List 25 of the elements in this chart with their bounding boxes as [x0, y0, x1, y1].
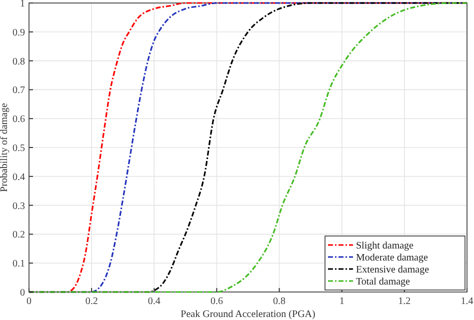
legend-label: Extensive damage [356, 264, 430, 276]
y-tick-label: 0.8 [12, 56, 25, 68]
x-tick-label: 1.4 [460, 296, 474, 307]
y-tick-label: 0.6 [12, 114, 25, 126]
x-axis-title: Peak Ground Acceleration (PGA) [180, 309, 316, 320]
x-tick-label: 0.6 [210, 296, 223, 307]
legend-label: Slight damage [356, 240, 414, 252]
legend-label: Total damage [356, 276, 411, 288]
y-tick-label: 0.2 [12, 230, 25, 241]
y-tick-label: 0.7 [12, 85, 25, 96]
y-axis-title: Probability of damage [0, 102, 10, 192]
y-tick-label: 0.9 [12, 27, 25, 38]
x-tick-label: 1 [339, 296, 344, 307]
y-tick-label: 0.5 [12, 143, 25, 154]
x-tick-label: 1.2 [398, 296, 411, 307]
y-tick-label: 0.4 [12, 172, 25, 183]
y-tick-label: 0 [20, 288, 25, 298]
line-series [28, 2, 468, 293]
y-tick-label: 1 [20, 0, 25, 10]
legend-label: Moderate damage [356, 252, 428, 264]
x-tick-label: 0.2 [85, 296, 98, 307]
x-tick-label: 0.4 [148, 296, 160, 307]
y-tick-label: 0.3 [12, 200, 25, 212]
y-tick-label: 0.1 [12, 258, 25, 270]
x-tick-label: 0.8 [273, 296, 286, 307]
